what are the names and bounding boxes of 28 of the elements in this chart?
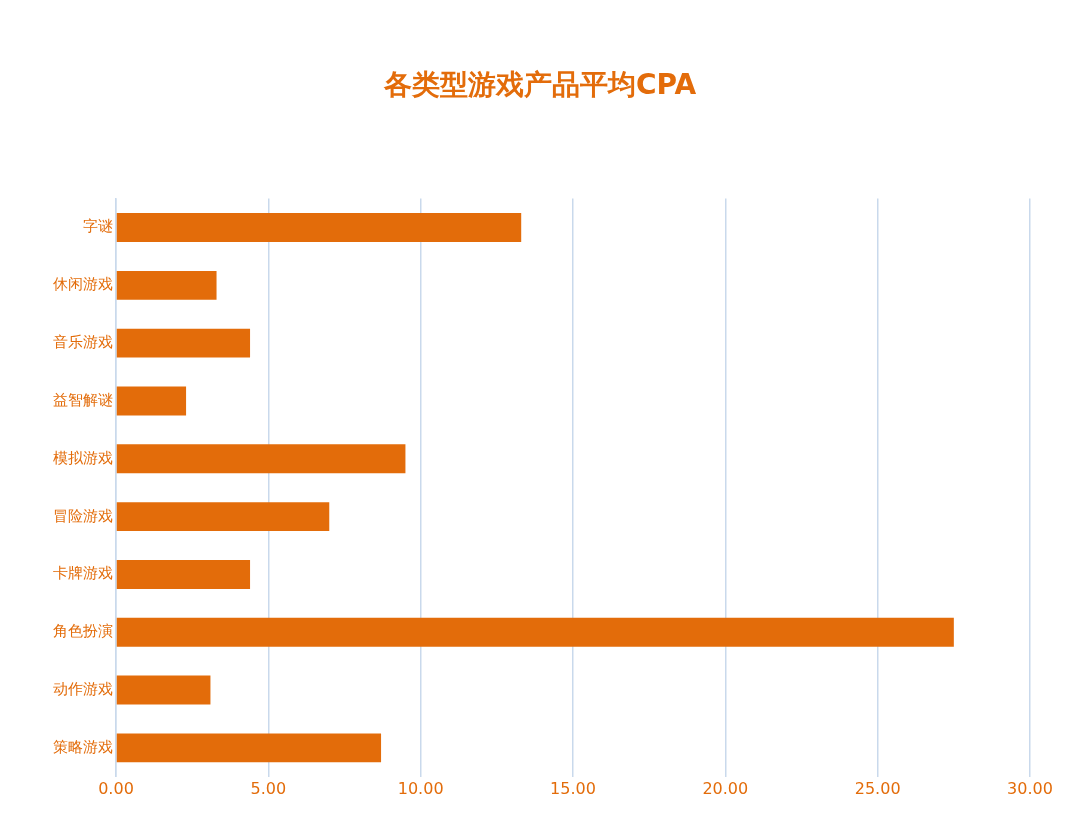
- x-tick-label: 20.00: [702, 778, 749, 798]
- chart-title: 各类型游戏产品平均CPA: [382, 68, 697, 102]
- bar: [116, 270, 217, 300]
- x-tick-label: 25.00: [854, 778, 901, 798]
- bar: [116, 675, 211, 705]
- x-tick-label: 30.00: [1007, 778, 1053, 798]
- y-tick-label: 益智解谜: [53, 390, 113, 409]
- y-tick-label: 模拟游戏: [53, 448, 113, 467]
- bar: [116, 328, 251, 358]
- y-tick-label: 字谜: [83, 217, 113, 236]
- bar: [116, 559, 251, 589]
- y-tick-label: 音乐游戏: [53, 333, 113, 352]
- bar: [116, 617, 954, 647]
- y-tick-label: 动作游戏: [53, 679, 113, 698]
- bar: [116, 386, 187, 416]
- y-tick-label: 角色扮演: [53, 622, 113, 641]
- x-tick-label: 0.00: [98, 778, 134, 798]
- y-tick-label: 策略游戏: [53, 737, 113, 756]
- y-tick-label: 休闲游戏: [53, 275, 113, 294]
- bar: [116, 444, 406, 474]
- bar: [116, 733, 382, 763]
- x-tick-label: 5.00: [250, 778, 287, 798]
- bar: [116, 502, 330, 532]
- x-tick-label: 10.00: [397, 778, 444, 798]
- x-tick-label: 15.00: [550, 778, 596, 798]
- y-tick-label: 卡牌游戏: [53, 564, 113, 583]
- bar: [116, 213, 522, 242]
- y-tick-label: 冒险游戏: [53, 506, 113, 525]
